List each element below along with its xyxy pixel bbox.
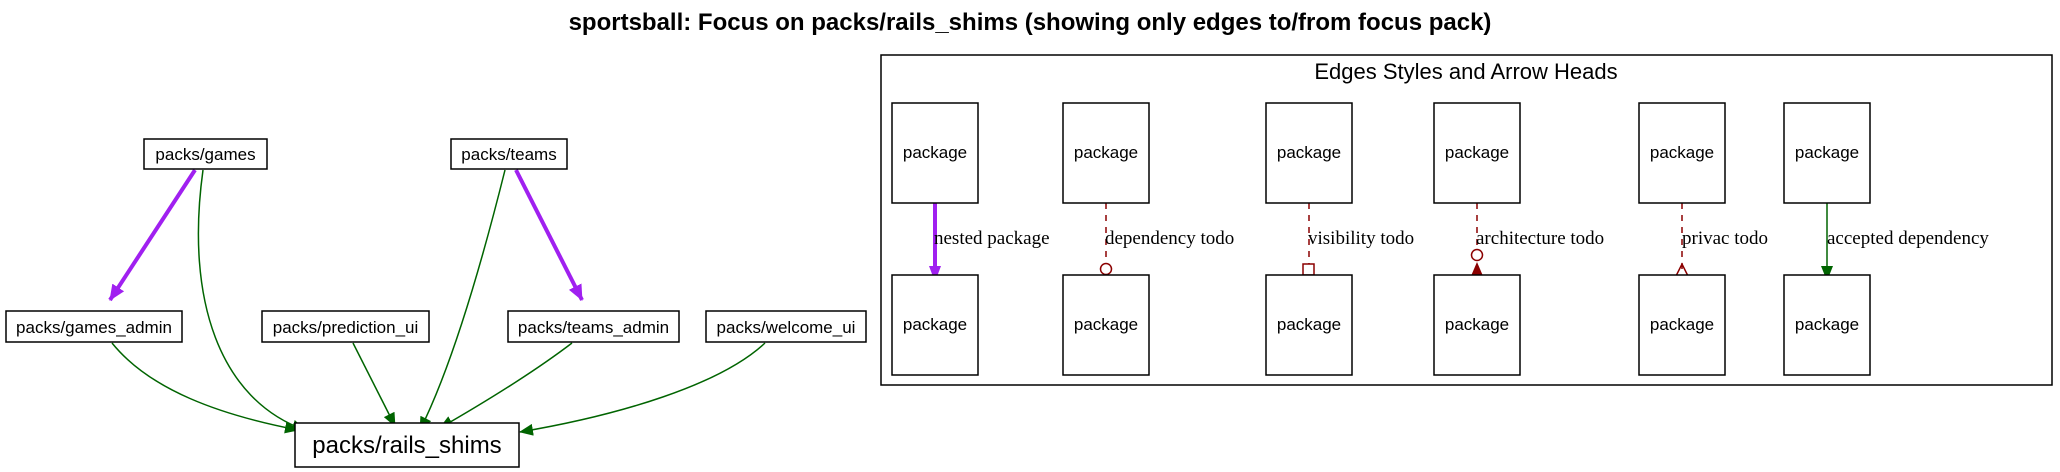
legend-package-accepted-from: package [1783, 102, 1871, 204]
legend-package-dependency-from: package [1062, 102, 1150, 204]
legend-arrow-accepted [1821, 266, 1833, 281]
edge-games-admin-to-rails-shims [111, 342, 299, 434]
node-teams-admin-label: packs/teams_admin [518, 318, 669, 337]
legend-package-label: package [903, 143, 967, 162]
node-welcome-ui[interactable]: packs/welcome_ui [705, 310, 867, 343]
legend-package-privacy-to: package [1638, 274, 1726, 376]
legend-arrow-nested [929, 266, 941, 282]
legend-head-architecture-todo-circle [1470, 248, 1484, 262]
node-welcome-ui-label: packs/welcome_ui [717, 318, 856, 337]
legend-package-nested-from: package [891, 102, 979, 204]
node-games-label: packs/games [155, 145, 255, 164]
legend-package-architecture-from: package [1433, 102, 1521, 204]
node-teams[interactable]: packs/teams [450, 138, 568, 170]
node-prediction-ui-label: packs/prediction_ui [273, 318, 419, 337]
node-games[interactable]: packs/games [143, 138, 268, 170]
legend-head-architecture-todo-arrow [1471, 262, 1483, 276]
legend-package-visibility-to: package [1265, 274, 1353, 376]
legend-package-label: package [1445, 315, 1509, 334]
legend-package-label: package [1445, 143, 1509, 162]
legend-package-accepted-to: package [1783, 274, 1871, 376]
legend-package-label: package [1795, 315, 1859, 334]
legend-frame [880, 54, 2053, 386]
legend-package-label: package [1650, 315, 1714, 334]
edge-teams-to-teams-admin [514, 169, 584, 301]
legend-package-label: package [1074, 315, 1138, 334]
legend-label-privacy-todo: privac todo [1682, 228, 1768, 249]
edge-games-to-rails-shims [197, 169, 306, 432]
edge-games-to-games-admin [108, 168, 197, 302]
legend-package-label: package [1650, 143, 1714, 162]
node-rails-shims-label: packs/rails_shims [312, 432, 501, 459]
node-games-admin[interactable]: packs/games_admin [5, 310, 183, 343]
legend-label-architecture-todo: architecture todo [1476, 228, 1604, 249]
legend-package-visibility-from: package [1265, 102, 1353, 204]
legend-package-label: package [1074, 143, 1138, 162]
legend-package-nested-to: package [891, 274, 979, 376]
legend-package-architecture-to: package [1433, 274, 1521, 376]
legend-head-dependency-todo [1099, 262, 1113, 276]
legend-package-label: package [1277, 315, 1341, 334]
node-teams-admin[interactable]: packs/teams_admin [507, 310, 680, 343]
legend-title: Edges Styles and Arrow Heads [1314, 59, 1617, 84]
node-games-admin-label: packs/games_admin [16, 318, 172, 337]
node-teams-label: packs/teams [461, 145, 556, 164]
diagram-title: sportsball: Focus on packs/rails_shims (… [569, 9, 1492, 36]
edge-prediction-ui-to-rails-shims [352, 342, 396, 427]
edge-teams-admin-to-rails-shims [439, 342, 573, 429]
legend-package-label: package [1277, 143, 1341, 162]
edge-teams-to-rails-shims [419, 169, 506, 431]
legend-package-privacy-from: package [1638, 102, 1726, 204]
legend-package-label: package [903, 315, 967, 334]
node-rails-shims[interactable]: packs/rails_shims [294, 422, 520, 468]
node-prediction-ui[interactable]: packs/prediction_ui [261, 310, 430, 343]
legend-label-visibility-todo: visibility todo [1308, 228, 1414, 249]
legend-package-label: package [1795, 143, 1859, 162]
edge-welcome-ui-to-rails-shims [519, 342, 766, 436]
legend-head-visibility-todo [1302, 263, 1315, 276]
legend-package-dependency-to: package [1062, 274, 1150, 376]
legend-label-nested: nested package [934, 228, 1050, 249]
legend-head-privacy-todo [1675, 262, 1689, 277]
legend-label-dependency-todo: dependency todo [1105, 228, 1234, 249]
legend-label-accepted: accepted dependency [1827, 228, 1989, 249]
